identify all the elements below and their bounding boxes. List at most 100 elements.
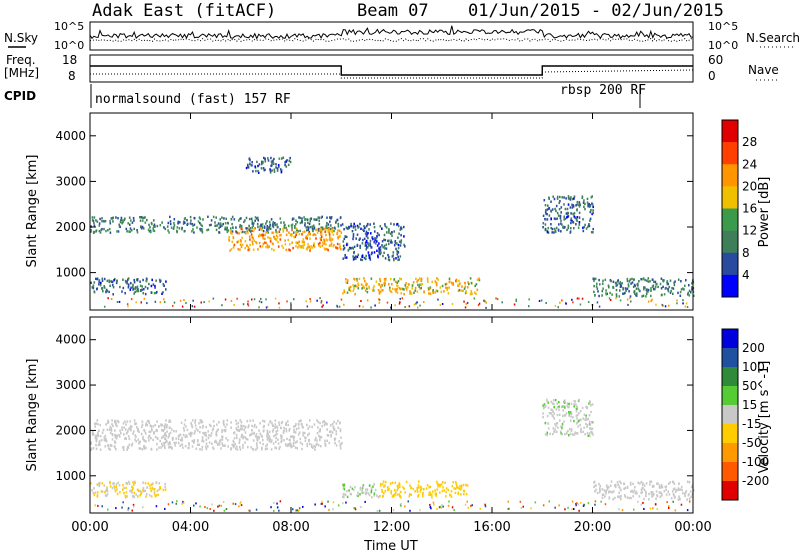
- echo-cell: [276, 169, 279, 172]
- echo-cell: [164, 446, 166, 450]
- echo-cell: [362, 228, 364, 231]
- echo-cell: [599, 484, 602, 488]
- echo-cell: [139, 216, 141, 219]
- echo-cell: [550, 226, 552, 230]
- echo-cell: [102, 219, 105, 223]
- echo-cell: [279, 238, 282, 241]
- echo-cell: [135, 301, 137, 304]
- echo-cell: [587, 417, 590, 421]
- echo-cell: [182, 220, 185, 223]
- echo-cell: [231, 443, 234, 446]
- echo-cell: [335, 422, 338, 425]
- echo-cell: [379, 279, 382, 283]
- echo-cell: [160, 423, 162, 426]
- echo-cell: [632, 482, 634, 486]
- echo-cell: [136, 290, 138, 293]
- echo-cell: [244, 436, 247, 439]
- noise-tick-bottom-left: 10^0: [54, 39, 84, 52]
- echo-cell: [268, 236, 271, 240]
- echo-cell: [419, 287, 421, 290]
- echo-cell: [384, 280, 386, 283]
- echo-cell: [343, 303, 345, 306]
- echo-cell: [250, 163, 252, 167]
- echo-cell: [125, 491, 128, 494]
- echo-cell: [653, 493, 655, 496]
- echo-cell: [336, 232, 338, 235]
- echo-cell: [127, 509, 130, 512]
- echo-cell: [335, 432, 338, 436]
- echo-cell: [205, 425, 207, 429]
- echo-cell: [258, 163, 261, 166]
- echo-cell: [100, 490, 103, 493]
- echo-cell: [478, 278, 481, 282]
- echo-cell: [586, 431, 589, 435]
- echo-cell: [172, 304, 174, 307]
- echo-cell: [171, 438, 174, 441]
- echo-cell: [199, 419, 202, 422]
- echo-cell: [122, 278, 124, 281]
- echo-cell: [179, 444, 181, 447]
- echo-cell: [128, 427, 130, 430]
- echo-cell: [207, 430, 209, 433]
- echo-cell: [163, 427, 166, 430]
- echo-cell: [659, 495, 662, 498]
- echo-cell: [123, 426, 125, 429]
- echo-cell: [306, 444, 309, 448]
- echo-cell: [569, 206, 572, 209]
- echo-cell: [652, 507, 654, 510]
- echo-cell: [542, 412, 544, 415]
- echo-cell: [159, 487, 162, 490]
- echo-cell: [626, 496, 629, 499]
- echo-cell: [338, 246, 341, 249]
- echo-cell: [191, 419, 194, 422]
- echo-cell: [326, 439, 328, 442]
- echo-cell: [201, 420, 204, 424]
- echo-cell: [171, 447, 173, 450]
- echo-cell: [315, 218, 318, 221]
- echo-cell: [550, 400, 553, 404]
- echo-cell: [275, 163, 277, 166]
- echo-cell: [259, 441, 261, 444]
- echo-cell: [405, 480, 408, 484]
- echo-cell: [276, 167, 279, 170]
- echo-cell: [583, 413, 586, 416]
- echo-cell: [418, 277, 421, 280]
- echo-cell: [416, 487, 418, 490]
- echo-cell: [575, 204, 577, 207]
- echo-cell: [574, 400, 577, 403]
- echo-cell: [565, 302, 567, 305]
- echo-cell: [366, 488, 369, 491]
- echo-cell: [586, 197, 589, 201]
- echo-cell: [355, 237, 357, 240]
- echo-cell: [277, 245, 280, 248]
- echo-cell: [98, 441, 101, 444]
- echo-cell: [416, 490, 419, 493]
- echo-cell: [114, 490, 117, 493]
- echo-cell: [98, 440, 101, 443]
- echo-cell: [552, 427, 555, 430]
- echo-cell: [373, 494, 375, 497]
- echo-cell: [371, 496, 373, 499]
- echo-cell: [257, 164, 259, 168]
- echo-cell: [252, 419, 254, 422]
- echo-cell: [407, 500, 409, 503]
- echo-cell: [130, 298, 133, 301]
- echo-cell: [201, 227, 203, 231]
- echo-cell: [182, 222, 185, 225]
- echo-cell: [648, 498, 650, 501]
- echo-cell: [368, 254, 370, 257]
- echo-cell: [396, 484, 399, 488]
- echo-cell: [265, 298, 267, 301]
- echo-cell: [676, 299, 678, 302]
- echo-cell: [242, 436, 244, 440]
- echo-cell: [433, 503, 435, 506]
- echo-cell: [152, 229, 155, 232]
- echo-cell: [154, 423, 157, 427]
- echo-cell: [115, 448, 117, 451]
- noise-tick-top-left: 10^5: [54, 20, 84, 33]
- echo-cell: [562, 414, 564, 418]
- echo-cell: [262, 242, 265, 245]
- echo-cell: [395, 257, 397, 260]
- echo-cell: [155, 481, 158, 484]
